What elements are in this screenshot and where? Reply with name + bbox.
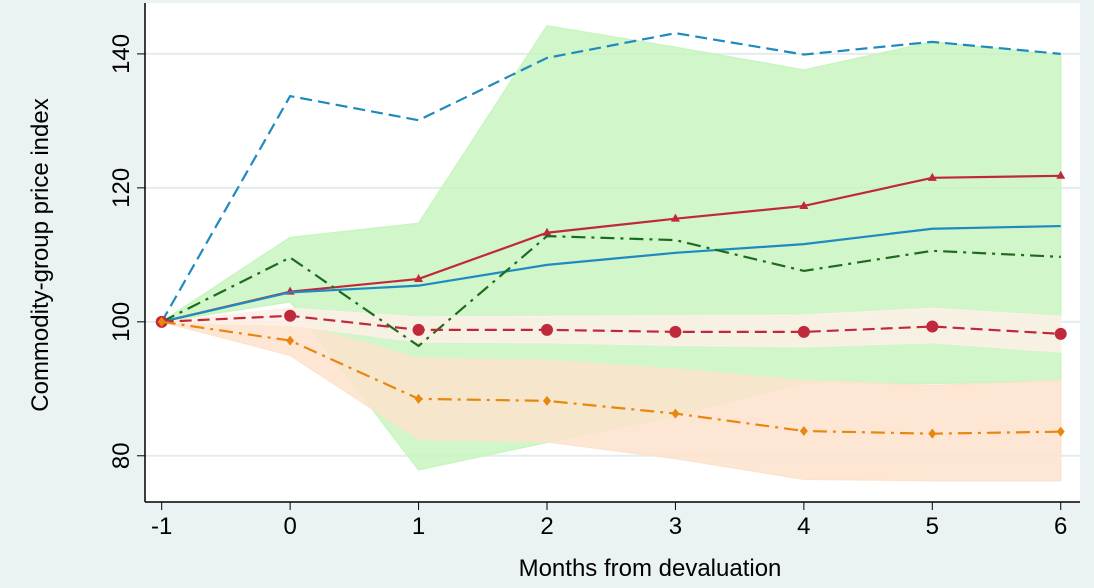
- x-tick-label: -1: [151, 513, 172, 540]
- marker: [414, 273, 424, 282]
- series-line: [161, 320, 1061, 435]
- marker: [412, 323, 425, 336]
- marker: [540, 323, 553, 336]
- marker: [542, 227, 552, 236]
- marker: [928, 428, 937, 439]
- marker: [927, 172, 937, 181]
- series-line: [161, 224, 1061, 323]
- series-line: [160, 32, 1061, 323]
- marker: [286, 335, 295, 346]
- marker: [284, 309, 297, 322]
- marker: [542, 395, 551, 406]
- marker: [414, 393, 423, 404]
- marker: [669, 325, 682, 338]
- marker: [157, 316, 166, 327]
- y-axis-title: Commodity-group price index: [27, 98, 54, 411]
- x-tick-label: 3: [669, 513, 682, 540]
- y-tick-label: 120: [108, 168, 135, 208]
- marker: [799, 426, 808, 437]
- marker: [926, 320, 939, 333]
- series-line: [161, 174, 1061, 323]
- x-tick-label: 0: [283, 513, 296, 540]
- x-tick-label: 2: [540, 513, 553, 540]
- x-tick-label: 4: [797, 513, 810, 540]
- marker: [670, 213, 680, 222]
- marker: [799, 200, 809, 209]
- marker: [1056, 426, 1065, 437]
- y-tick-label: 100: [108, 302, 135, 342]
- x-tick-label: 1: [412, 513, 425, 540]
- x-tick-label: 5: [926, 513, 939, 540]
- marker: [797, 325, 810, 338]
- marker: [1054, 327, 1067, 340]
- series-line: [161, 314, 1061, 335]
- marker: [1056, 170, 1066, 179]
- marker: [671, 408, 680, 419]
- y-tick-label: 80: [108, 442, 135, 469]
- x-tick-label: 6: [1054, 513, 1067, 540]
- y-tick-label: 140: [108, 34, 135, 74]
- series-line: [161, 234, 1061, 348]
- x-axis-title: Months from devaluation: [519, 555, 782, 582]
